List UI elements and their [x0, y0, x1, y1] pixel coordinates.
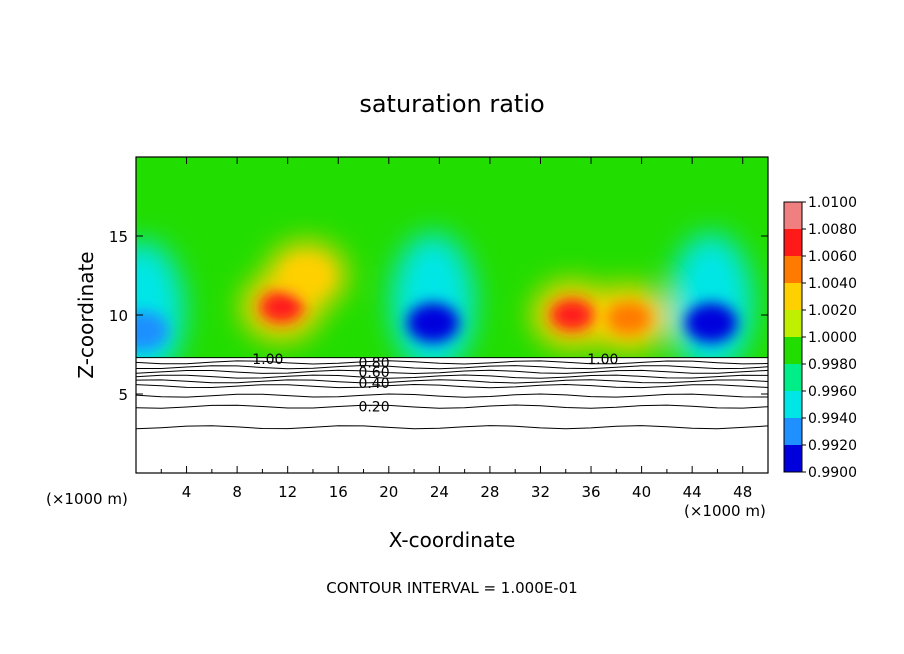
colorbar-label: 0.9920 — [808, 438, 857, 454]
y-tick-label: 5 — [118, 386, 128, 404]
colorbar-label: 1.0060 — [808, 249, 857, 265]
x-tick-label: 48 — [733, 483, 752, 501]
contour-label: 0.80 — [358, 355, 389, 371]
x-tick-label: 16 — [329, 483, 348, 501]
x-tick-label: 4 — [182, 483, 192, 501]
colorbar-label: 1.0040 — [808, 276, 857, 292]
x-tick-label: 36 — [581, 483, 600, 501]
contour-interval-note: CONTOUR INTERVAL = 1.000E-01 — [326, 579, 577, 597]
moist-core — [284, 259, 329, 292]
colorbar: 1.0100 1.0080 1.0060 1.0040 1.0020 1.0000 0.99… — [783, 195, 857, 481]
x-axis-label: X-coordinate — [389, 528, 516, 552]
colorbar-band — [784, 310, 802, 337]
contour-labels: 1.00 1.00 0.800.600.40 0.20 — [252, 352, 618, 415]
colorbar-label: 0.9960 — [808, 384, 857, 400]
y-axis-label: Z-coordinate — [74, 251, 98, 378]
contour-line — [136, 379, 768, 384]
moist-core — [550, 299, 595, 331]
x-unit-left: (×1000 m) — [46, 490, 128, 508]
contour-lines — [136, 357, 768, 430]
contour-label: 0.60 — [358, 365, 389, 381]
colorbar-band — [784, 202, 802, 229]
saturation-field — [136, 157, 768, 473]
colorbar-band — [784, 364, 802, 391]
x-tick-label: 20 — [379, 483, 398, 501]
contour-label: 1.00 — [587, 352, 618, 368]
contour-line — [136, 360, 768, 365]
dry-core — [136, 310, 169, 351]
colorbar-band — [784, 229, 802, 256]
colorbar-label: 1.0020 — [808, 303, 857, 319]
colorbar-label: 1.0000 — [808, 330, 857, 346]
colorbar-band — [784, 391, 802, 418]
contour-line — [136, 369, 768, 375]
contour-line — [136, 425, 768, 430]
contour-line — [136, 374, 768, 379]
colorbar-band — [784, 283, 802, 310]
y-tick-label: 15 — [109, 228, 128, 246]
colorbar-label: 1.0100 — [808, 195, 857, 211]
colorbar-band — [784, 418, 802, 445]
contour-label: 0.40 — [358, 376, 389, 392]
moist-core — [259, 291, 304, 324]
x-tick-label: 28 — [480, 483, 499, 501]
contour-label: 0.20 — [358, 400, 389, 416]
x-tick-label: 40 — [632, 483, 651, 501]
y-tick-label: 10 — [109, 307, 128, 325]
colorbar-band — [784, 445, 802, 472]
chart-title: saturation ratio — [359, 90, 544, 118]
below-base-region — [136, 357, 768, 473]
dry-core — [685, 302, 738, 343]
x-tick-label: 8 — [232, 483, 242, 501]
colorbar-label: 0.9980 — [808, 357, 857, 373]
colorbar-band — [784, 256, 802, 283]
contour-line — [136, 393, 768, 398]
colorbar-label: 1.0080 — [808, 222, 857, 238]
colorbar-band — [784, 337, 802, 364]
x-tick-label: 44 — [683, 483, 702, 501]
contour-line — [136, 404, 768, 409]
contour-label: 1.00 — [252, 352, 283, 368]
plot-area — [136, 157, 768, 473]
x-tick-label: 32 — [531, 483, 550, 501]
contour-line — [136, 383, 768, 389]
moist-core — [606, 302, 651, 335]
x-tick-label: 24 — [430, 483, 449, 501]
colorbar-label: 0.9900 — [808, 465, 857, 481]
contour-line — [136, 364, 768, 370]
x-tick-label: 12 — [278, 483, 297, 501]
colorbar-label: 0.9940 — [808, 411, 857, 427]
dry-core — [407, 302, 460, 343]
x-unit-right: (×1000 m) — [684, 502, 766, 520]
